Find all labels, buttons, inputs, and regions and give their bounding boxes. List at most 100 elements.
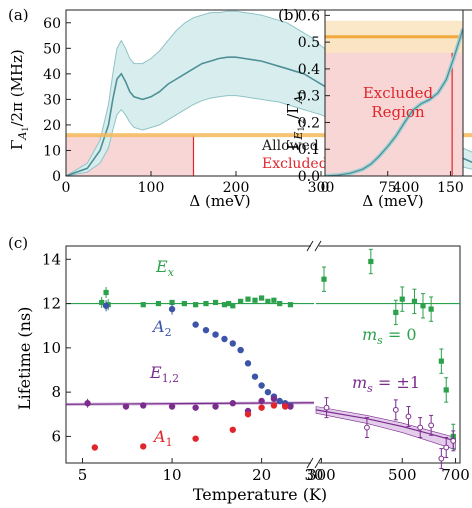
ex-point — [212, 299, 219, 306]
y-tick-label: 0.0 — [298, 169, 320, 185]
e12-point — [229, 400, 236, 407]
a2-point — [229, 340, 236, 347]
a2-point — [168, 305, 176, 313]
e12-point-right — [364, 424, 370, 431]
excluded-region — [325, 36, 463, 176]
ex-point — [238, 298, 244, 304]
threshold-line — [66, 133, 472, 138]
panel-a-label: (a) — [8, 6, 29, 24]
ex-point — [226, 300, 232, 307]
e12-point-right — [428, 422, 435, 429]
panel-b-excluded-line2: Region — [371, 103, 425, 121]
y-tick-label: 0.4 — [298, 62, 320, 78]
ex-point — [155, 300, 162, 307]
panel-c-ylabel: Lifetime (ns) — [15, 307, 34, 410]
a2-point — [237, 346, 244, 354]
label-ex: Ex — [155, 257, 175, 279]
x-tick-label: 100 — [138, 180, 165, 196]
panel-a-ylabel: ΓA1/2π (MHz) — [8, 49, 30, 150]
panel-a-frame — [65, 9, 472, 177]
e12-point — [287, 403, 294, 410]
ratio-line — [325, 28, 463, 176]
y-tick-label: 40 — [43, 67, 61, 83]
a1-point — [270, 402, 278, 409]
a1-point — [258, 404, 265, 411]
label-a2: A2 — [151, 317, 172, 339]
a2-point — [244, 360, 252, 367]
panel-b-ylabel: ΓE1,2/ΓA1 — [284, 90, 306, 150]
panel-a-allowed-label: Allowed — [261, 138, 319, 154]
a1-point — [140, 443, 147, 450]
x-tick-label: 150 — [437, 180, 464, 196]
panel-a-ticks: 01002003004005000102030405060 — [43, 16, 420, 196]
a1-point — [281, 403, 289, 410]
x-tick-label: 400 — [393, 180, 420, 196]
x-tick-label: 500 — [388, 466, 417, 484]
panel-b-frame — [324, 9, 464, 177]
y-tick-label: 0 — [52, 169, 61, 185]
y-tick-label: 60 — [43, 16, 61, 32]
a1-point — [91, 444, 99, 451]
panel-a-xlabel: Δ (meV) — [189, 192, 250, 210]
e12-point — [212, 403, 219, 410]
x-tick-label: 0 — [62, 180, 71, 196]
ex-point — [252, 297, 258, 303]
a1-point — [192, 435, 199, 442]
e12-point-right — [392, 406, 399, 413]
ex-point — [221, 302, 228, 308]
panel-b-plot-area — [325, 20, 463, 176]
y-tick-label: 0.5 — [298, 35, 320, 51]
ex-point — [203, 300, 209, 307]
x-tick-label: 0 — [321, 180, 330, 196]
x-tick-label: 200 — [223, 180, 250, 196]
threshold-line — [325, 35, 463, 39]
x-tick-label: 700 — [441, 466, 470, 484]
e12-fit-band-right — [315, 406, 456, 451]
x-tick-label: 75 — [379, 180, 397, 196]
ex-point-right — [438, 358, 444, 364]
y-tick-label: 50 — [43, 41, 61, 57]
ex-point — [99, 299, 105, 306]
e12-fit-right — [315, 409, 456, 442]
panel-b-xlabel: Δ (meV) — [362, 192, 423, 210]
y-tick-label: 0.1 — [298, 142, 320, 158]
panel-b: 0 75 150 0.0 0.1 0.2 0.3 0.4 0.5 0.6 (b) Excluded… — [278, 6, 464, 210]
panel-b-ticks: 0 75 150 0.0 0.1 0.2 0.3 0.4 0.5 0.6 — [298, 8, 464, 196]
e12-point — [270, 395, 278, 402]
panel-c-label: (c) — [8, 234, 28, 252]
axis-break-top-mark — [306, 240, 322, 252]
x-tick-label: 10 — [163, 466, 182, 484]
y-tick-label: 14 — [42, 250, 61, 268]
ex-point — [193, 302, 199, 308]
panel-c-xlabel: Temperature (K) — [193, 485, 327, 504]
a2-point — [192, 321, 199, 328]
y-tick-label: 10 — [43, 143, 61, 159]
e12-point — [84, 400, 91, 407]
ex-point — [169, 299, 175, 306]
e12-point — [258, 397, 265, 405]
y-tick-label: 0.3 — [298, 89, 320, 105]
ex-point-right — [321, 276, 327, 282]
a1-point — [244, 411, 252, 418]
label-a1: A1 — [152, 427, 173, 449]
panel-c-plot-area — [65, 248, 460, 470]
label-ms1: ms = ±1 — [352, 373, 420, 395]
ex-point — [265, 298, 271, 304]
x-tick-label: 30 — [304, 466, 323, 484]
axis-break-bottom-mark — [306, 457, 322, 469]
e12-point-right — [450, 437, 457, 444]
a1-point — [229, 426, 236, 433]
y-tick-label: 6 — [51, 427, 61, 445]
ex-point-right — [428, 306, 434, 312]
axis-break-bottom-gap — [311, 458, 319, 468]
e12-point-right — [405, 413, 412, 420]
e12-point-right — [438, 455, 445, 462]
y-tick-label: 10 — [42, 339, 61, 357]
ex-point — [245, 296, 251, 302]
y-tick-label: 12 — [42, 295, 61, 313]
a2-point — [102, 302, 110, 309]
x-tick-label: 5 — [78, 466, 88, 484]
e12-point — [122, 403, 130, 410]
